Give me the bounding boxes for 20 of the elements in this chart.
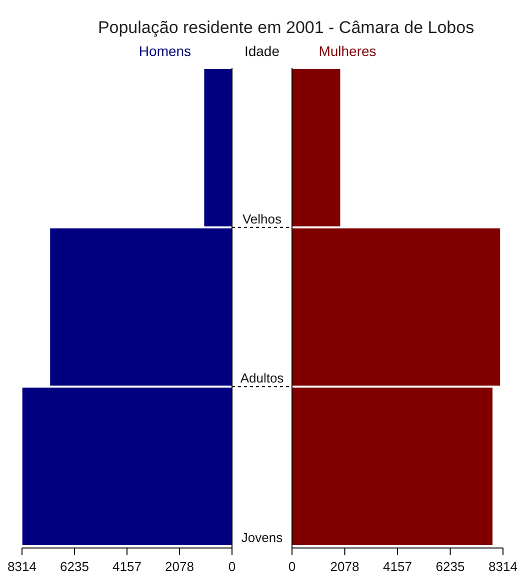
x-tick-label: 0: [288, 559, 296, 574]
x-tick-label: 4157: [383, 559, 412, 574]
bar: [292, 228, 500, 386]
x-tick-label: 8314: [8, 559, 36, 574]
x-tick-label: 2078: [165, 559, 194, 574]
x-tick-label: 4157: [112, 559, 142, 574]
bar: [292, 388, 492, 545]
bar: [292, 69, 340, 226]
series-label: Mulheres: [318, 43, 376, 59]
x-tick-label: 0: [228, 559, 236, 574]
x-tick-label: 6235: [436, 559, 465, 574]
x-tick-label: 6235: [60, 559, 89, 574]
text: População residente em 2001 - Câmara de Lobos: [98, 18, 474, 37]
y-tick-label: Adultos: [240, 370, 284, 386]
y-tick-label: Jovens: [241, 530, 284, 545]
y-axis-title: Idade: [244, 43, 280, 59]
x-tick-label: 2078: [330, 559, 360, 574]
x-tick-label: 8314: [488, 559, 518, 574]
y-tick-label: Velhos: [242, 211, 282, 226]
series-label: Homens: [138, 43, 192, 59]
